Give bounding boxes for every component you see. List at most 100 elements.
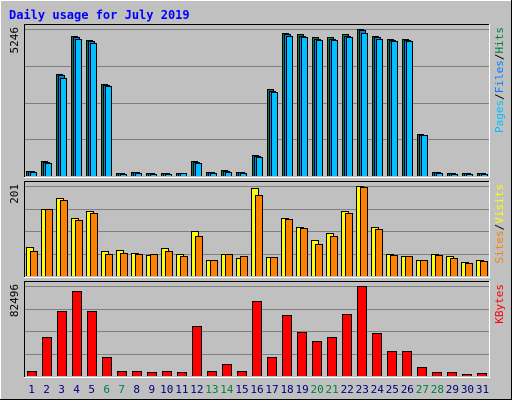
bar-sites-day-4	[76, 221, 82, 276]
bar-sites-day-18	[286, 220, 292, 276]
bar-pages-day-9	[151, 175, 156, 176]
legend-item-separator: /	[493, 54, 506, 61]
x-tick-label-day-7: 7	[118, 383, 125, 396]
legend-item-sites: Sites	[493, 230, 506, 263]
x-tick-label-day-20: 20	[311, 383, 324, 396]
bar-kbytes-day-3	[58, 312, 66, 376]
x-tick-label-day-27: 27	[416, 383, 429, 396]
legend-item-visits: Visits	[493, 184, 506, 224]
bar-kbytes-day-18	[283, 316, 291, 376]
bar-sites-day-24	[376, 230, 382, 276]
bar-pages-day-20	[317, 41, 322, 176]
bar-kbytes-day-19	[298, 333, 306, 376]
bar-sites-day-15	[241, 257, 247, 276]
chart-title: Daily usage for July 2019	[9, 8, 190, 22]
x-tick-label-day-26: 26	[401, 383, 414, 396]
x-tick-label-day-8: 8	[133, 383, 140, 396]
bar-kbytes-day-25	[388, 352, 396, 376]
x-tick-label-day-12: 12	[190, 383, 203, 396]
bar-kbytes-day-20	[313, 342, 321, 376]
bar-pages-day-31	[482, 175, 487, 176]
bar-sites-day-21	[331, 237, 337, 276]
x-tick-label-day-16: 16	[250, 383, 263, 396]
panel-kbytes-max-label: 82496	[8, 284, 21, 317]
panel-visits-max-label: 201	[8, 184, 21, 204]
bar-pages-day-30	[467, 175, 472, 176]
bar-kbytes-day-1	[28, 372, 36, 376]
bar-sites-day-19	[301, 229, 307, 276]
x-tick-label-day-25: 25	[386, 383, 399, 396]
bar-pages-day-12	[196, 164, 201, 176]
bar-sites-day-10	[166, 252, 172, 276]
bar-pages-day-28	[437, 174, 442, 176]
bar-pages-day-25	[392, 42, 397, 176]
bar-kbytes-day-23	[358, 287, 366, 376]
bar-kbytes-day-27	[418, 368, 426, 376]
bar-kbytes-day-4	[73, 292, 81, 376]
bar-sites-day-12	[196, 237, 202, 276]
legend-item-separator: /	[493, 224, 506, 231]
bar-sites-day-1	[31, 252, 37, 276]
bar-pages-day-1	[31, 173, 36, 176]
panel-visits-legend: Sites/Visits	[493, 184, 506, 264]
bar-sites-day-13	[211, 261, 217, 276]
bar-pages-day-19	[302, 38, 307, 176]
bar-kbytes-day-2	[43, 338, 51, 376]
bar-pages-day-11	[181, 174, 186, 176]
bar-pages-day-17	[272, 93, 277, 176]
bar-kbytes-day-28	[433, 373, 441, 376]
bar-kbytes-day-16	[253, 302, 261, 376]
bar-sites-day-3	[61, 201, 67, 276]
bar-kbytes-day-6	[103, 358, 111, 376]
bar-sites-day-30	[466, 264, 472, 276]
bar-pages-day-27	[422, 136, 427, 176]
x-tick-label-day-1: 1	[28, 383, 35, 396]
x-tick-label-day-14: 14	[220, 383, 234, 396]
bar-pages-day-21	[332, 41, 337, 176]
bar-kbytes-day-8	[133, 372, 141, 376]
bar-pages-day-18	[287, 37, 292, 176]
bar-kbytes-day-26	[403, 352, 411, 376]
legend-item-hits: Hits	[493, 27, 506, 54]
bar-kbytes-day-15	[238, 372, 246, 376]
x-tick-label-day-10: 10	[160, 383, 173, 396]
x-tick-label-day-6: 6	[103, 383, 110, 396]
bar-sites-day-7	[121, 254, 127, 276]
bar-sites-day-5	[91, 214, 97, 276]
bar-pages-day-3	[61, 79, 66, 176]
bar-kbytes-day-7	[118, 372, 126, 376]
bar-pages-day-26	[407, 42, 412, 176]
bar-sites-day-14	[226, 255, 232, 276]
x-tick-label-day-4: 4	[73, 383, 80, 396]
bar-sites-day-26	[406, 257, 412, 276]
panel-hits-legend: Pages/Files/Hits	[493, 27, 506, 133]
x-tick-label-day-5: 5	[88, 383, 95, 396]
bar-sites-day-28	[436, 256, 442, 276]
bar-kbytes-day-13	[208, 372, 216, 376]
bar-pages-day-24	[377, 40, 382, 176]
bar-sites-day-22	[346, 214, 352, 276]
bar-pages-day-13	[211, 174, 216, 176]
bar-kbytes-day-9	[148, 373, 156, 376]
bar-pages-day-29	[452, 175, 457, 176]
bar-sites-day-23	[361, 188, 367, 276]
bar-sites-day-29	[451, 259, 457, 276]
bar-kbytes-day-12	[193, 327, 201, 376]
bar-kbytes-day-21	[328, 338, 336, 376]
bar-sites-day-31	[481, 262, 487, 276]
bar-pages-day-7	[121, 175, 126, 176]
bar-sites-day-9	[151, 255, 157, 276]
bar-pages-day-2	[46, 164, 51, 176]
bar-pages-day-10	[166, 175, 171, 176]
x-tick-label-day-13: 13	[205, 383, 218, 396]
x-tick-label-day-15: 15	[235, 383, 248, 396]
bar-pages-day-8	[136, 174, 141, 176]
bar-sites-day-20	[316, 245, 322, 276]
bar-kbytes-day-29	[448, 373, 456, 376]
bar-pages-day-15	[241, 174, 246, 176]
bar-pages-day-4	[76, 40, 81, 176]
bar-kbytes-day-14	[223, 365, 231, 376]
bar-sites-day-27	[421, 261, 427, 276]
bar-kbytes-day-10	[163, 372, 171, 376]
